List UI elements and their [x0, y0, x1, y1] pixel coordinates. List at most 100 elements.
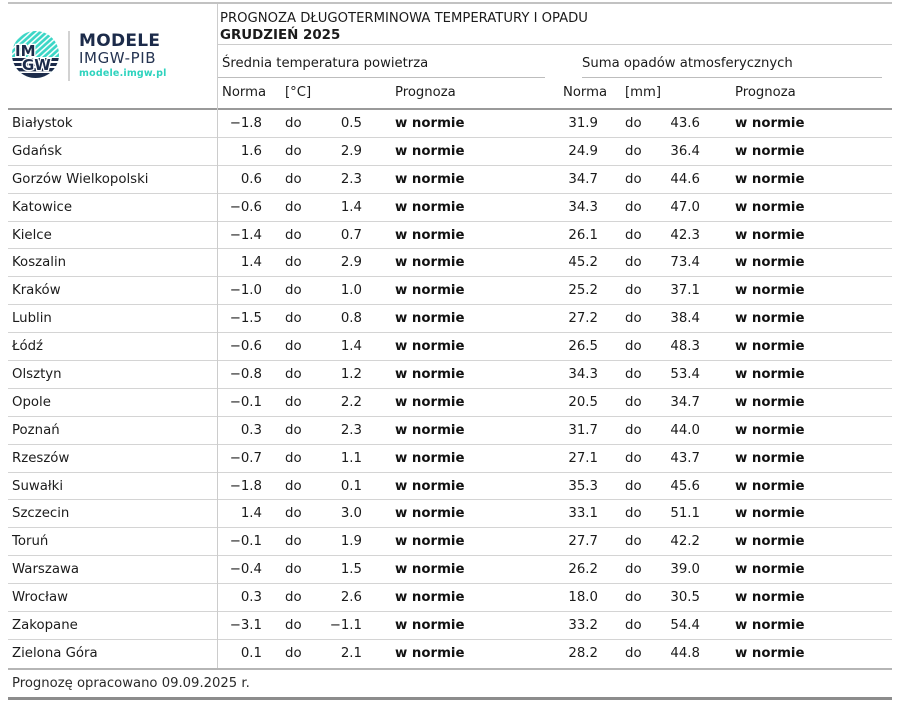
temp-forecast-value: w normie: [395, 339, 465, 355]
precip-norma-low: 35.3: [568, 478, 598, 494]
temp-norma-low: 0.3: [240, 590, 262, 606]
temp-range-separator: do: [285, 171, 302, 187]
group-header-precipitation: Suma opadów atmosferycznych: [582, 45, 882, 78]
temp-norma-high: 1.9: [340, 534, 362, 550]
logo-cell: IM GW MODELE IMGW-PIB modele.imgw.pl: [8, 4, 217, 108]
city-name: Olsztyn: [12, 366, 62, 382]
temp-norma-high: −1.1: [329, 617, 362, 633]
precip-norma-low: 25.2: [568, 283, 598, 299]
temp-forecast-value: w normie: [395, 255, 465, 271]
table-row: Gorzów Wielkopolski 0.6 do 2.3 w normie …: [8, 166, 892, 194]
precip-range-separator: do: [625, 199, 642, 215]
table-row: Szczecin 1.4 do 3.0 w normie 33.1 do 51.…: [8, 500, 892, 529]
temp-norma-high: 0.5: [340, 115, 362, 131]
temp-norma-low: −1.4: [229, 227, 262, 243]
temp-forecast-value: w normie: [395, 450, 465, 466]
city-name: Gdańsk: [12, 143, 62, 159]
col-header-temp-prognoza: Prognoza: [395, 84, 456, 100]
temp-forecast-value: w normie: [395, 115, 465, 131]
temp-range-separator: do: [285, 534, 302, 550]
table-row: Katowice −0.6 do 1.4 w normie 34.3 do 47…: [8, 194, 892, 222]
temp-range-separator: do: [285, 311, 302, 327]
column-divider: [217, 4, 218, 668]
temp-norma-low: −0.1: [229, 394, 262, 410]
temp-norma-high: 2.6: [340, 590, 362, 606]
imgw-logo: IM GW MODELE IMGW-PIB modele.imgw.pl: [12, 30, 167, 82]
precip-norma-low: 27.7: [568, 534, 598, 550]
footer-rule: [8, 667, 892, 670]
precip-forecast-value: w normie: [735, 617, 805, 633]
precip-norma-low: 26.2: [568, 562, 598, 578]
temp-norma-low: 1.4: [240, 255, 262, 271]
temp-range-separator: do: [285, 646, 302, 662]
precip-norma-low: 26.5: [568, 339, 598, 355]
precip-forecast-value: w normie: [735, 171, 805, 187]
temp-norma-low: 1.6: [240, 143, 262, 159]
precip-range-separator: do: [625, 283, 642, 299]
table-row: Koszalin 1.4 do 2.9 w normie 45.2 do 73.…: [8, 249, 892, 278]
precip-norma-low: 34.3: [568, 199, 598, 215]
table-row: Zakopane −3.1 do −1.1 w normie 33.2 do 5…: [8, 612, 892, 640]
temp-norma-high: 0.7: [340, 227, 362, 243]
table-row: Opole −0.1 do 2.2 w normie 20.5 do 34.7 …: [8, 389, 892, 417]
col-header-temp-unit: [°C]: [285, 84, 312, 100]
precip-norma-high: 42.2: [670, 534, 700, 550]
precip-norma-low: 34.3: [568, 366, 598, 382]
precip-norma-high: 44.6: [670, 171, 700, 187]
temp-norma-low: 0.3: [240, 422, 262, 438]
temp-forecast-value: w normie: [395, 394, 465, 410]
temp-forecast-value: w normie: [395, 617, 465, 633]
temp-norma-low: −1.0: [229, 283, 262, 299]
logo-wordmark: MODELE IMGW-PIB modele.imgw.pl: [79, 32, 167, 79]
precip-norma-low: 31.9: [568, 115, 598, 131]
table-header: IM GW MODELE IMGW-PIB modele.imgw.pl PRO…: [8, 4, 892, 108]
temp-forecast-value: w normie: [395, 506, 465, 522]
footer-note: Prognozę opracowano 09.09.2025 r.: [12, 675, 250, 691]
temp-norma-low: −3.1: [229, 617, 262, 633]
city-name: Toruń: [12, 534, 49, 550]
top-rule: [8, 2, 892, 4]
temp-forecast-value: w normie: [395, 534, 465, 550]
temp-range-separator: do: [285, 255, 302, 271]
precip-norma-high: 38.4: [670, 311, 700, 327]
precip-range-separator: do: [625, 339, 642, 355]
precip-forecast-value: w normie: [735, 199, 805, 215]
temp-norma-high: 2.2: [340, 394, 362, 410]
precip-norma-high: 34.7: [670, 394, 700, 410]
group-header-temperature: Średnia temperatura powietrza: [217, 45, 545, 78]
temp-range-separator: do: [285, 478, 302, 494]
temp-norma-low: −0.4: [229, 562, 262, 578]
temp-norma-high: 1.2: [340, 366, 362, 382]
precip-forecast-value: w normie: [735, 143, 805, 159]
logo-url: modele.imgw.pl: [79, 67, 167, 79]
precip-norma-low: 18.0: [568, 590, 598, 606]
precip-norma-high: 42.3: [670, 227, 700, 243]
precip-norma-low: 27.1: [568, 450, 598, 466]
temp-norma-high: 2.9: [340, 143, 362, 159]
temp-forecast-value: w normie: [395, 171, 465, 187]
table-row: Toruń −0.1 do 1.9 w normie 27.7 do 42.2 …: [8, 528, 892, 557]
precip-forecast-value: w normie: [735, 478, 805, 494]
temp-norma-high: 2.3: [340, 422, 362, 438]
precip-range-separator: do: [625, 171, 642, 187]
temp-forecast-value: w normie: [395, 227, 465, 243]
city-name: Białystok: [12, 115, 73, 131]
precip-range-separator: do: [625, 366, 642, 382]
precip-range-separator: do: [625, 422, 642, 438]
precip-range-separator: do: [625, 478, 642, 494]
precip-norma-low: 26.1: [568, 227, 598, 243]
table-row: Kraków −1.0 do 1.0 w normie 25.2 do 37.1…: [8, 277, 892, 306]
temp-norma-high: 3.0: [340, 506, 362, 522]
temp-range-separator: do: [285, 339, 302, 355]
temp-range-separator: do: [285, 143, 302, 159]
precip-range-separator: do: [625, 115, 642, 131]
table-row: Białystok −1.8 do 0.5 w normie 31.9 do 4…: [8, 110, 892, 138]
temp-range-separator: do: [285, 227, 302, 243]
temp-forecast-value: w normie: [395, 199, 465, 215]
precip-norma-high: 48.3: [670, 339, 700, 355]
temp-range-separator: do: [285, 450, 302, 466]
precip-norma-low: 27.2: [568, 311, 598, 327]
column-group-row: Średnia temperatura powietrza Suma opadó…: [217, 45, 892, 78]
city-name: Szczecin: [12, 506, 70, 522]
precip-range-separator: do: [625, 562, 642, 578]
